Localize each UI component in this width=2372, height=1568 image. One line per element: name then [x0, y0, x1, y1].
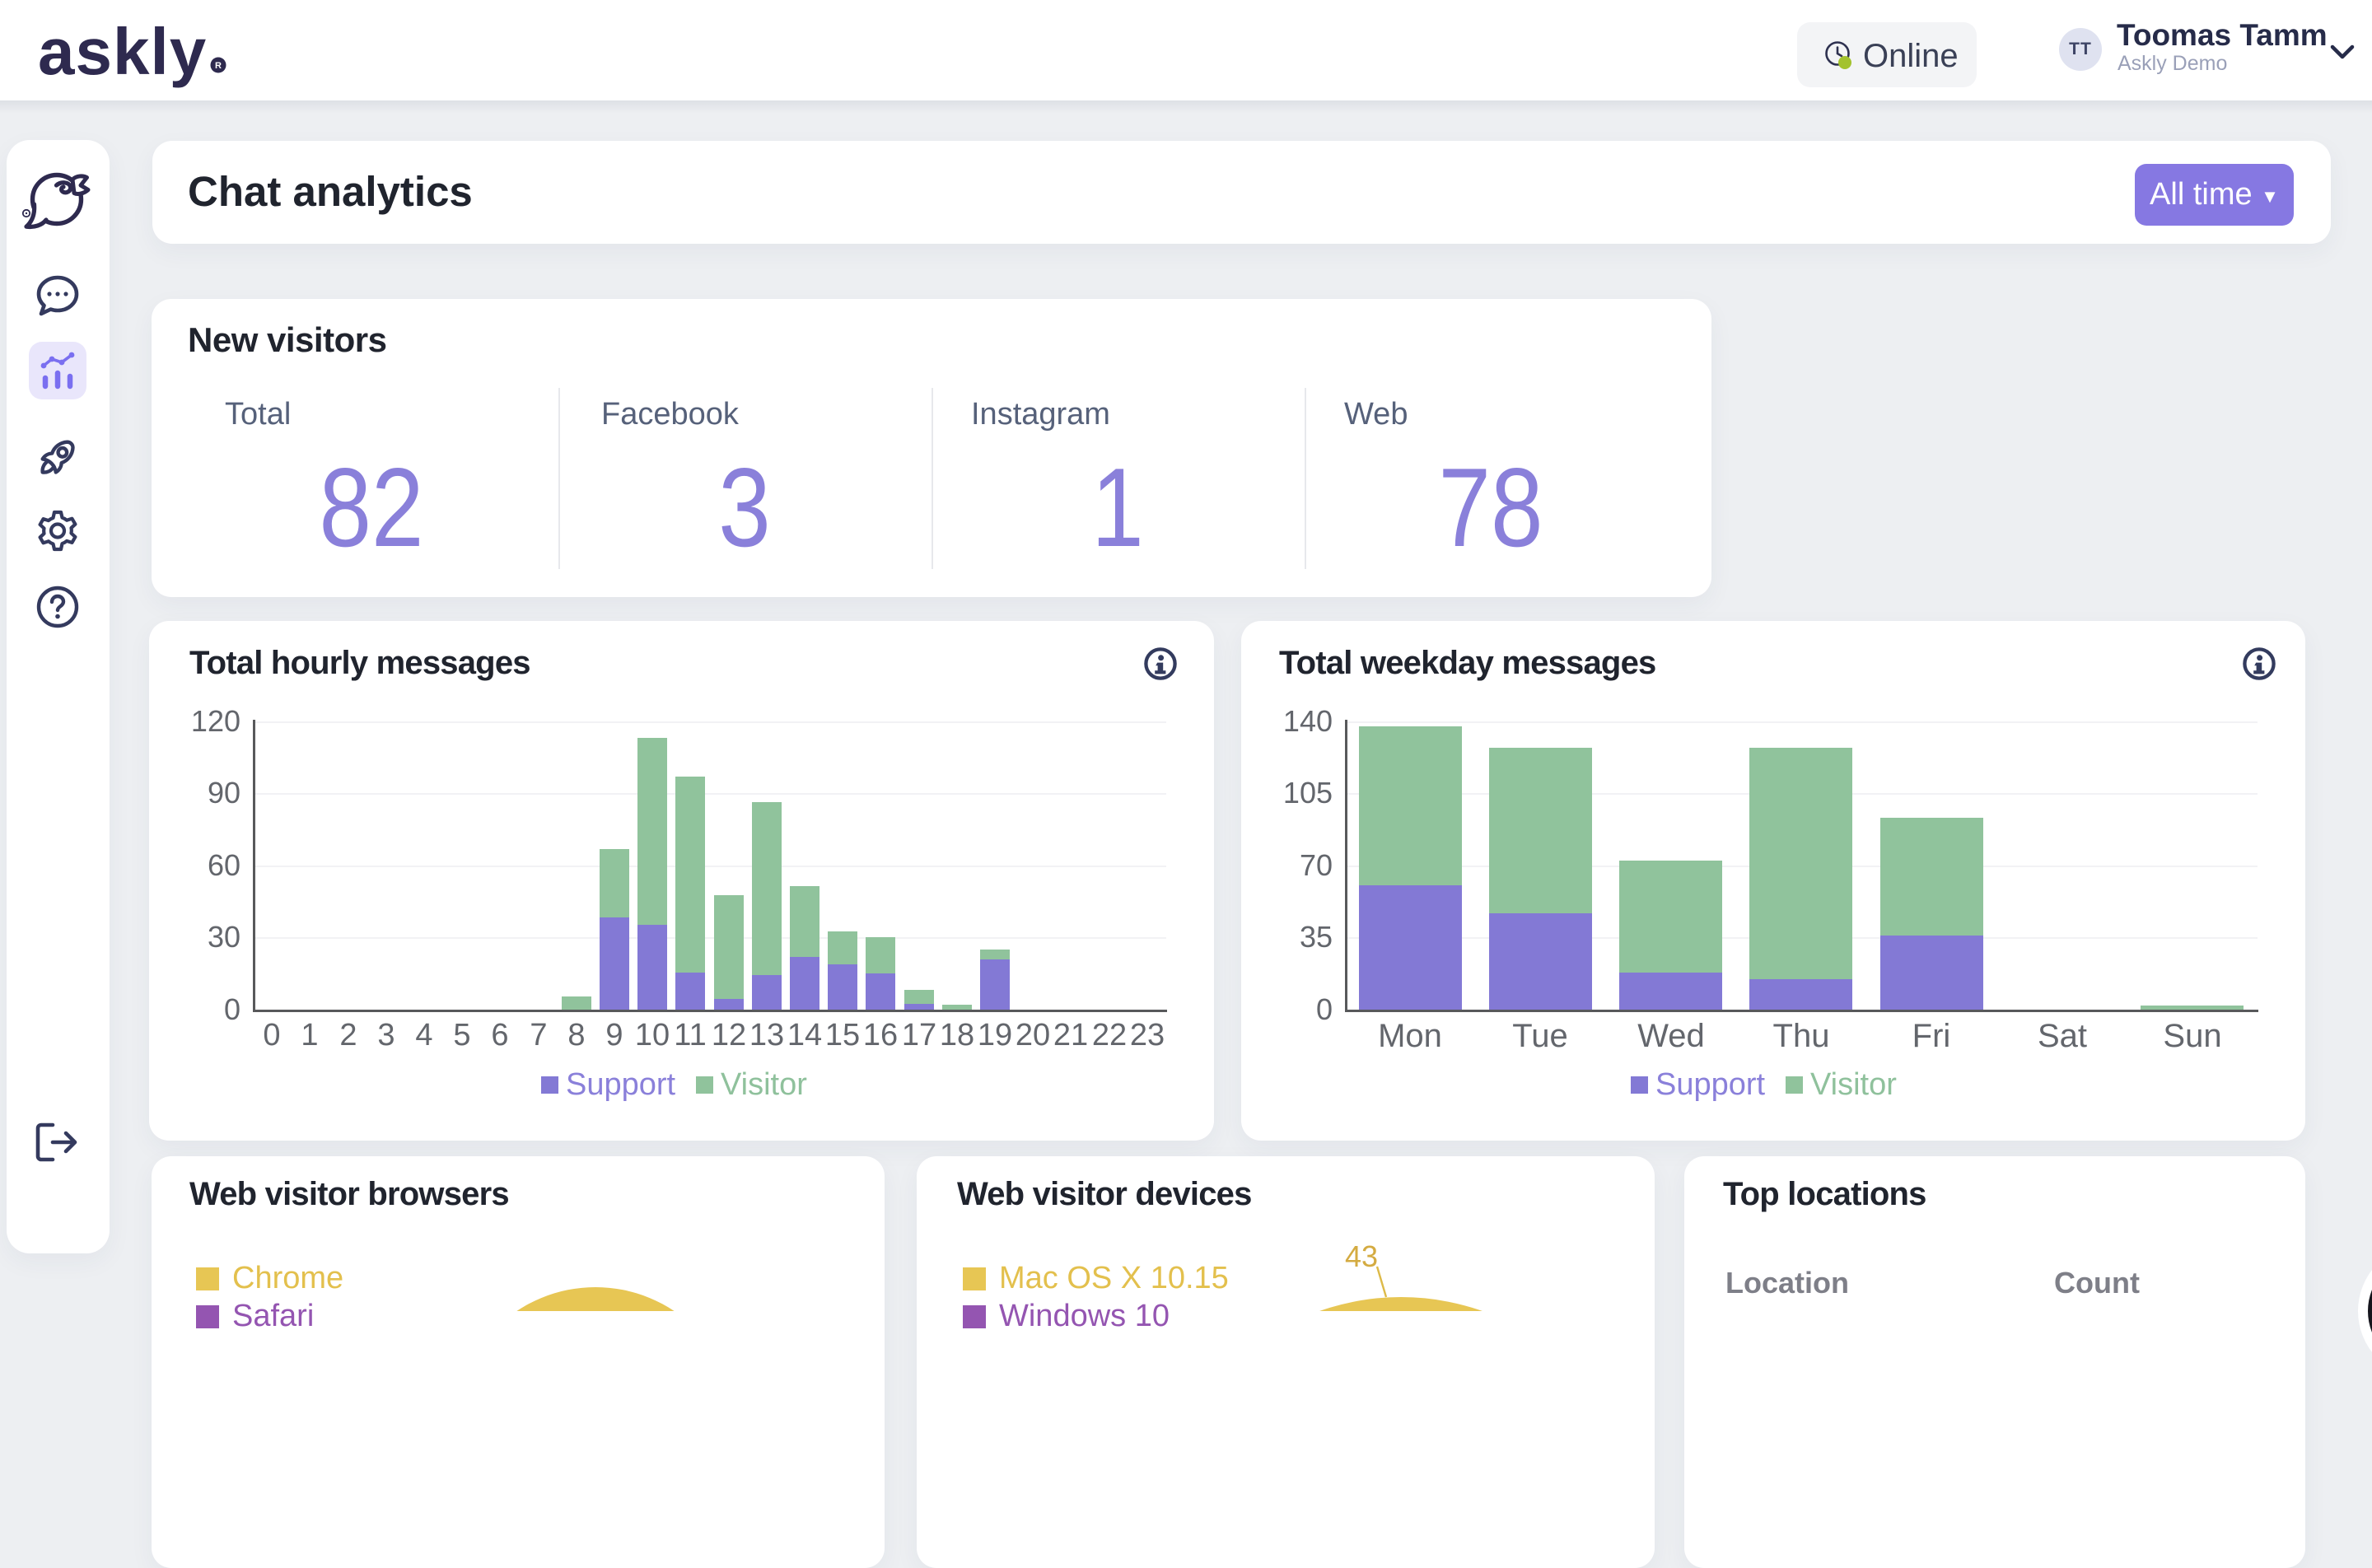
svg-text:R: R	[215, 61, 222, 71]
